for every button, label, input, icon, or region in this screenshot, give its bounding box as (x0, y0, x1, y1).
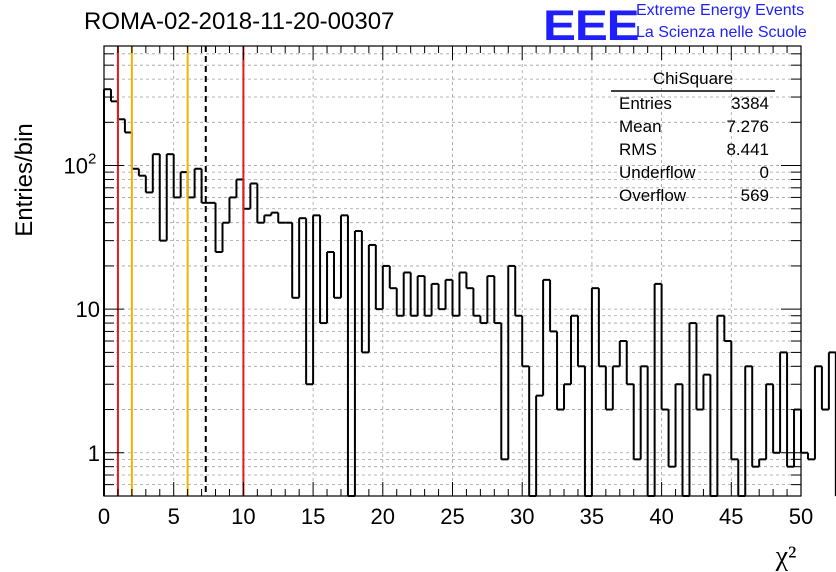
stats-value: 0 (760, 163, 769, 182)
stats-label: Overflow (619, 186, 687, 205)
stats-label: RMS (619, 140, 657, 159)
stats-value: 8.441 (726, 140, 769, 159)
x-tick-label: 35 (580, 504, 604, 529)
x-tick-label: 10 (231, 504, 255, 529)
logo-line-1: Extreme Energy Events (636, 2, 805, 19)
x-tick-label: 0 (98, 504, 110, 529)
x-tick-label: 15 (301, 504, 325, 529)
y-axis-label: Entries/bin (11, 123, 38, 236)
grid-lines (104, 46, 801, 496)
x-axis-label: χ² (775, 541, 797, 572)
x-tick-label: 40 (649, 504, 673, 529)
stats-value: 7.276 (726, 117, 769, 136)
axis-ticks (103, 46, 802, 497)
vertical-cut-lines (116, 46, 245, 496)
y-tick-label: 10 (64, 154, 88, 179)
x-tick-label: 5 (168, 504, 180, 529)
y-tick-exponent: 2 (88, 151, 96, 168)
stats-box: ChiSquare Entries 3384 Mean 7.276 RMS 8.441 Und… (611, 69, 775, 205)
x-tick-label: 50 (789, 504, 813, 529)
chart-title: ROMA-02-2018-11-20-00307 (84, 8, 395, 35)
x-tick-label: 25 (440, 504, 464, 529)
stats-value: 3384 (731, 94, 769, 113)
y-tick-label: 10 (76, 297, 100, 322)
stats-value: 569 (741, 186, 769, 205)
logo-line-2: La Scienza nelle Scuole (636, 24, 807, 41)
y-tick-label: 1 (88, 441, 100, 466)
x-tick-label: 20 (371, 504, 395, 529)
x-tick-label: 30 (510, 504, 534, 529)
stats-label: Mean (619, 117, 662, 136)
stats-label: Underflow (619, 163, 696, 182)
eee-logo: EEE (543, 2, 640, 50)
stats-title: ChiSquare (653, 69, 733, 88)
x-tick-label: 45 (719, 504, 743, 529)
stats-label: Entries (619, 94, 672, 113)
